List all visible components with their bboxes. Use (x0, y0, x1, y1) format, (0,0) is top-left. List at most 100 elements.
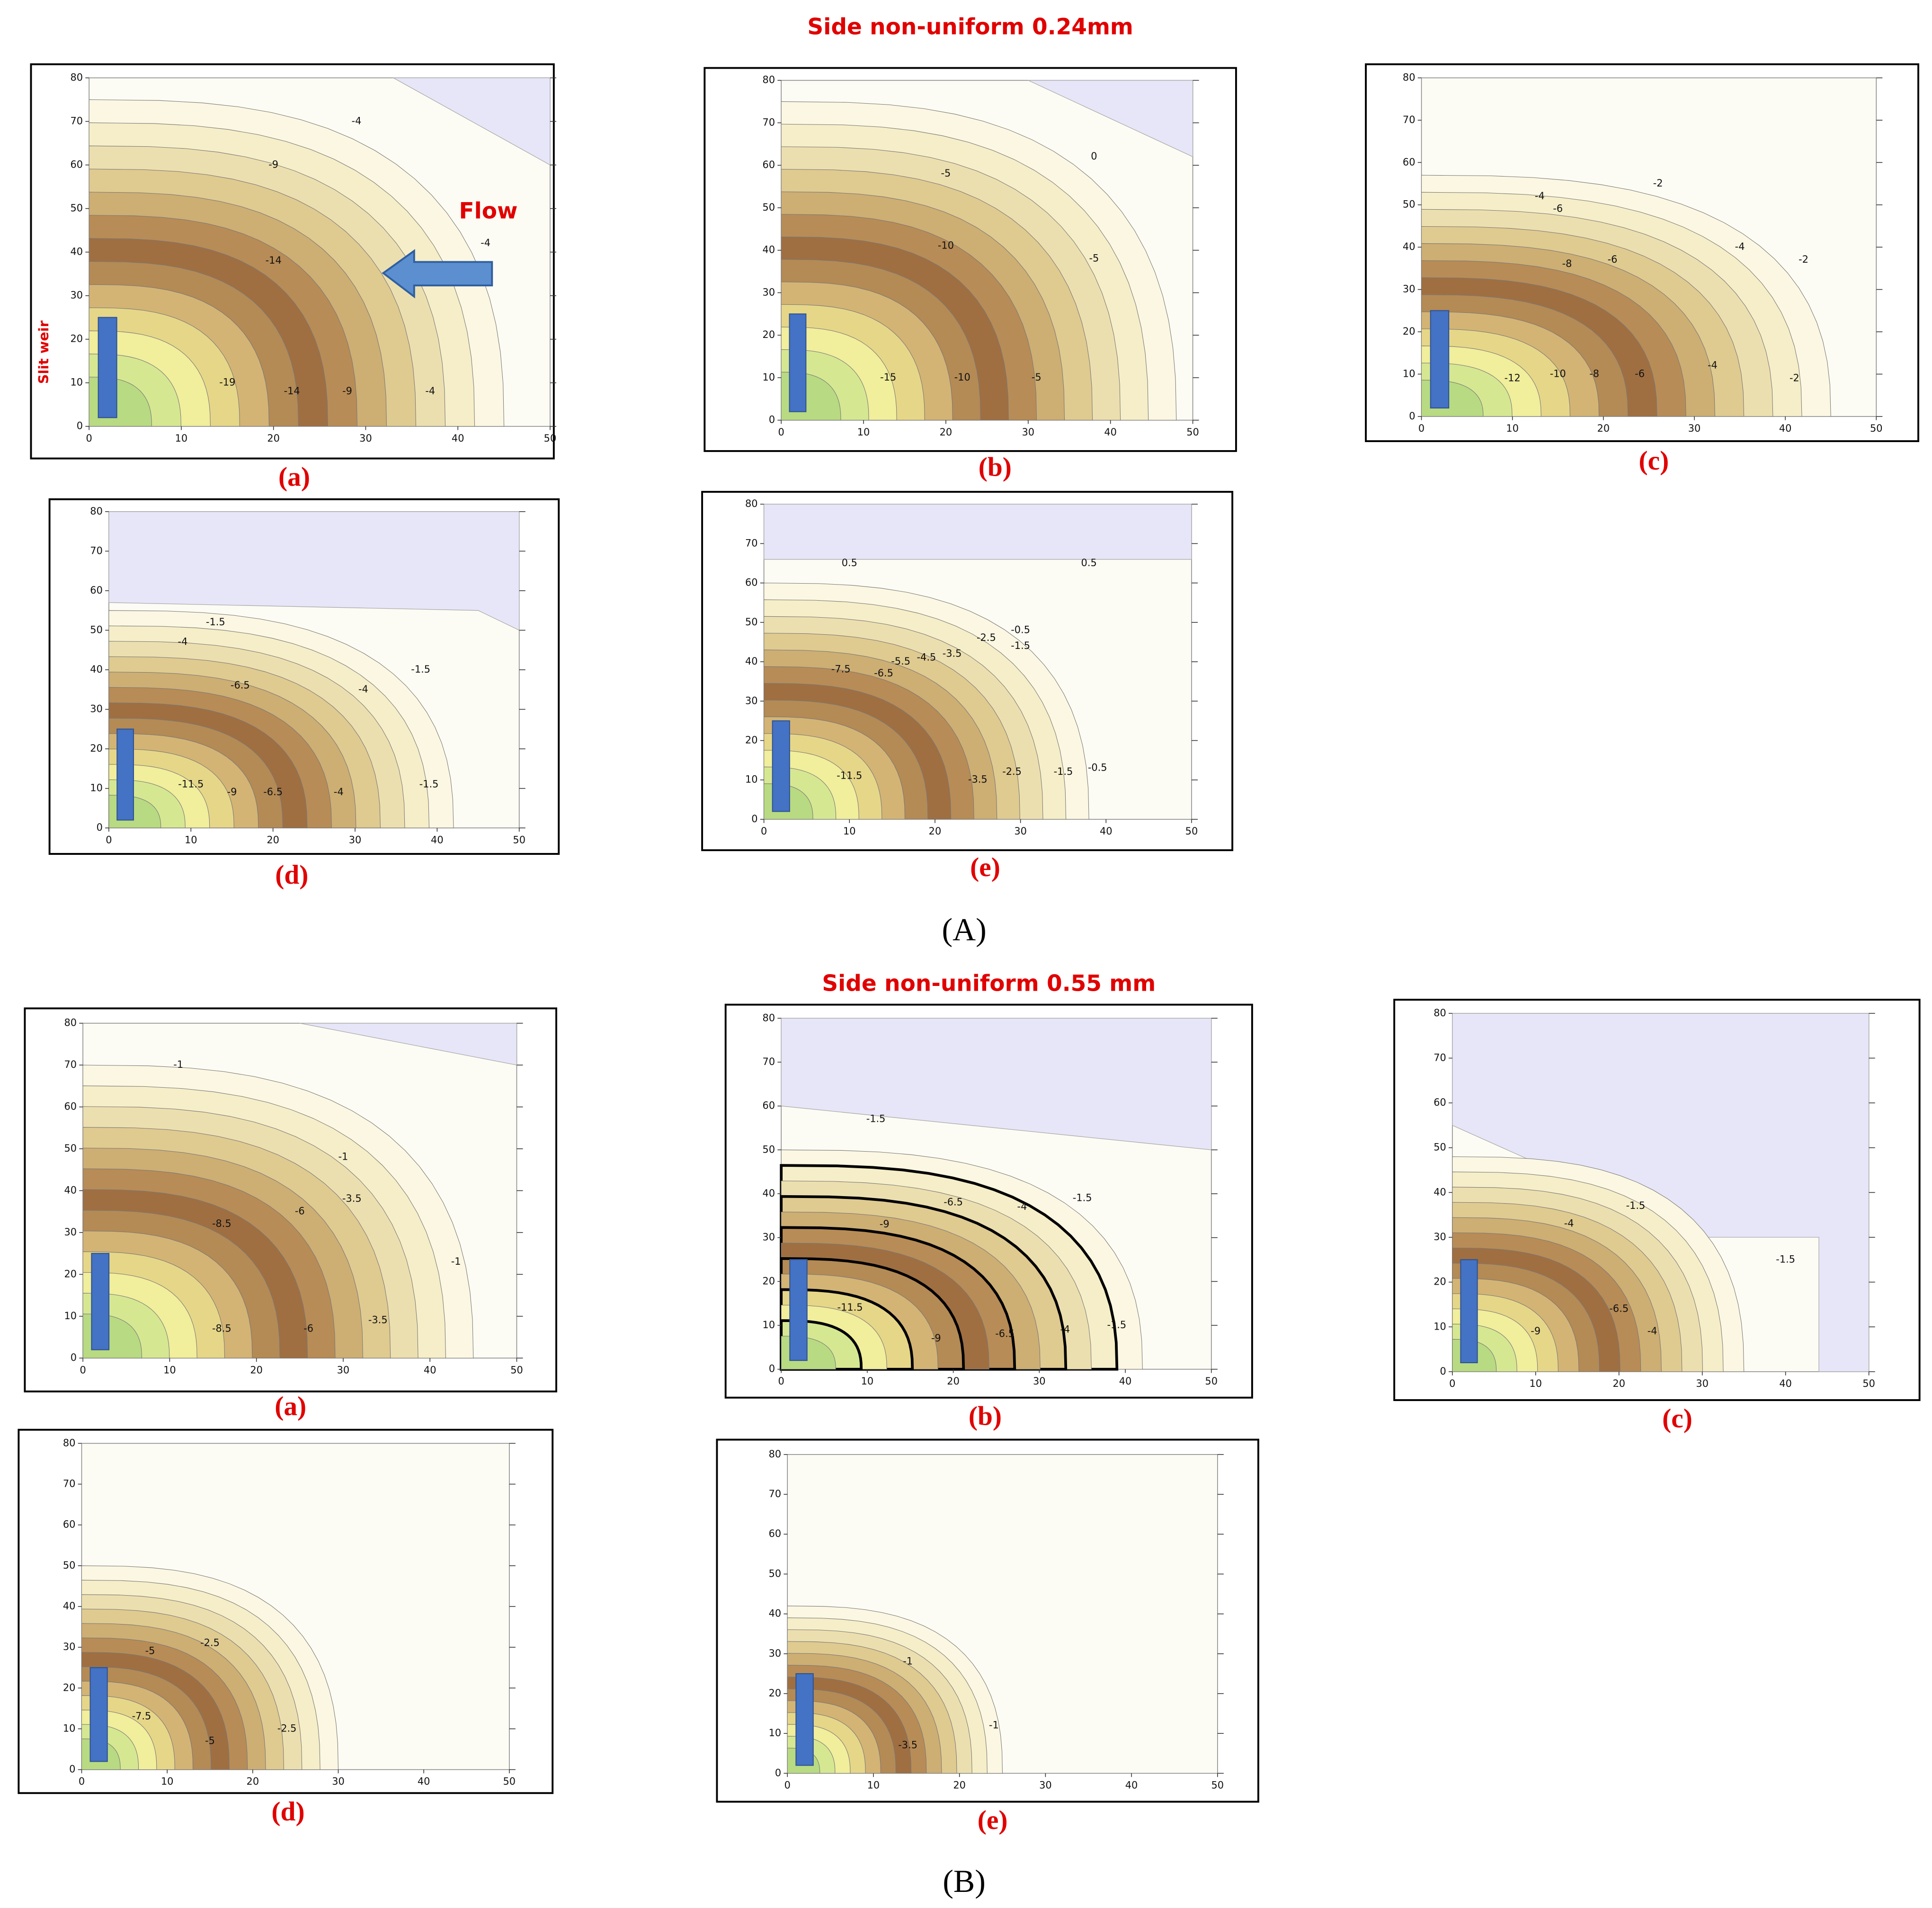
y-tick-label: 10 (90, 782, 103, 794)
x-tick-label: 50 (503, 1776, 516, 1787)
section-caption: (B) (943, 1864, 985, 1899)
contour-label: -4 (1647, 1325, 1657, 1337)
y-tick-label: 10 (64, 1310, 77, 1322)
contour-label: -1 (338, 1151, 348, 1163)
y-tick-label: 60 (745, 577, 758, 588)
slit-weir (1460, 1259, 1478, 1364)
x-tick-label: 50 (544, 433, 557, 444)
y-tick-label: 60 (1403, 156, 1416, 168)
flow-label: Flow (459, 198, 517, 224)
y-tick-label: 80 (745, 498, 758, 509)
x-tick-label: 50 (1185, 825, 1198, 837)
section-title: Side non-uniform 0.55 mm (822, 970, 1156, 996)
panel: 0 10 20 30 40 50 0 10 20 30 40 50 60 70 80 0.5 0.5 -0.5 -1… (701, 491, 1234, 882)
contour-label: -1 (903, 1656, 913, 1667)
contour-label: -1.5 (1054, 766, 1073, 777)
x-tick-label: 30 (359, 433, 372, 444)
y-tick-label: 0 (775, 1767, 781, 1778)
y-tick-label: 0 (751, 813, 757, 825)
y-tick-label: 40 (64, 1184, 77, 1196)
x-tick-label: 0 (784, 1780, 791, 1791)
x-tick-label: 20 (947, 1376, 960, 1387)
y-tick-label: 40 (745, 656, 758, 667)
contour-label: -6 (303, 1322, 313, 1334)
contour-label: -9 (268, 159, 278, 170)
x-tick-label: 30 (349, 834, 362, 845)
panel-label: (a) (275, 1391, 306, 1421)
contour-label: -6.5 (944, 1197, 963, 1208)
contour-label: -9 (342, 385, 352, 397)
y-tick-label: 50 (1433, 1142, 1446, 1153)
contour-label: -4 (1564, 1218, 1574, 1229)
contour-label: 0.5 (1081, 557, 1097, 568)
x-tick-label: 20 (1597, 423, 1610, 434)
x-tick-label: 50 (1186, 426, 1199, 438)
contour-label: -2.5 (277, 1722, 297, 1734)
y-tick-label: 70 (90, 545, 103, 556)
y-tick-label: 30 (763, 1232, 775, 1243)
x-tick-label: 0 (761, 825, 767, 837)
y-tick-label: 40 (1403, 241, 1416, 252)
contour-label: -5 (205, 1735, 215, 1746)
contour-label: -4 (178, 636, 188, 648)
contour-label: -3.5 (368, 1314, 388, 1326)
x-tick-label: 0 (79, 1776, 85, 1787)
y-tick-label: 10 (763, 372, 775, 383)
slit-weir (1430, 310, 1450, 408)
contour-label: -0.5 (1088, 762, 1107, 773)
y-tick-label: 40 (763, 1188, 775, 1199)
contour-label: -1 (173, 1059, 183, 1070)
y-tick-label: 40 (1433, 1186, 1446, 1198)
x-tick-label: 40 (1125, 1780, 1138, 1791)
y-tick-label: 0 (769, 414, 775, 426)
contour-label: -12 (1505, 372, 1521, 383)
contour-label: -10 (1550, 368, 1566, 379)
x-tick-label: 10 (1530, 1378, 1542, 1389)
contour-label: -15 (880, 372, 896, 383)
contour-label: -1.5 (1776, 1253, 1795, 1265)
contour-label: -4 (1535, 190, 1545, 202)
y-tick-label: 50 (745, 616, 758, 628)
x-tick-label: 30 (1033, 1376, 1046, 1387)
x-tick-label: 40 (1119, 1376, 1132, 1387)
contour-label: -6 (1553, 203, 1563, 214)
contour-label: -8.5 (212, 1322, 231, 1334)
contour-label: -4 (352, 115, 362, 127)
contour-label: -9 (227, 786, 237, 798)
y-tick-label: 50 (71, 203, 83, 214)
y-tick-label: 80 (63, 1437, 76, 1448)
x-tick-label: 10 (185, 834, 197, 845)
panel-label: (e) (978, 1805, 1008, 1835)
x-tick-label: 10 (867, 1780, 880, 1791)
y-tick-label: 40 (63, 1600, 76, 1612)
contour-label: -2.5 (1002, 766, 1022, 777)
y-tick-label: 20 (769, 1687, 782, 1699)
y-tick-label: 20 (63, 1682, 76, 1693)
x-tick-label: 10 (861, 1376, 874, 1387)
slit-weir (98, 317, 117, 418)
x-tick-label: 10 (163, 1364, 176, 1376)
y-tick-label: 70 (763, 1056, 775, 1067)
y-tick-label: 80 (763, 74, 775, 86)
panel: 0 10 20 30 40 50 0 10 20 30 40 50 60 70 80 -1.5 -4 -6.5 -4… (48, 498, 560, 890)
contour-label: -5.5 (891, 656, 910, 667)
x-tick-label: 50 (1862, 1378, 1875, 1389)
panel: 0 10 20 30 40 50 0 10 20 30 40 50 60 70 80 -1.5 -6.5 -4 -9… (724, 1003, 1253, 1431)
contour-label: -8.5 (212, 1218, 231, 1229)
panel: 0 10 20 30 40 50 0 10 20 30 40 50 60 70 80 -4 -1.5 -1.5 -9… (1393, 999, 1921, 1434)
contour-label: -6 (295, 1206, 305, 1217)
y-tick-label: 30 (64, 1226, 77, 1238)
y-tick-label: 70 (1433, 1052, 1446, 1063)
y-tick-label: 20 (71, 333, 83, 345)
panel-label: (b) (969, 1401, 1002, 1431)
y-tick-label: 60 (763, 159, 775, 170)
x-tick-label: 40 (1779, 1378, 1792, 1389)
x-tick-label: 0 (778, 426, 784, 438)
x-tick-label: 30 (1039, 1780, 1052, 1791)
y-tick-label: 50 (90, 624, 103, 635)
contour-label: -6 (1635, 368, 1645, 379)
x-tick-label: 30 (332, 1776, 345, 1787)
x-tick-label: 40 (1100, 825, 1113, 837)
y-tick-label: 30 (71, 290, 83, 301)
